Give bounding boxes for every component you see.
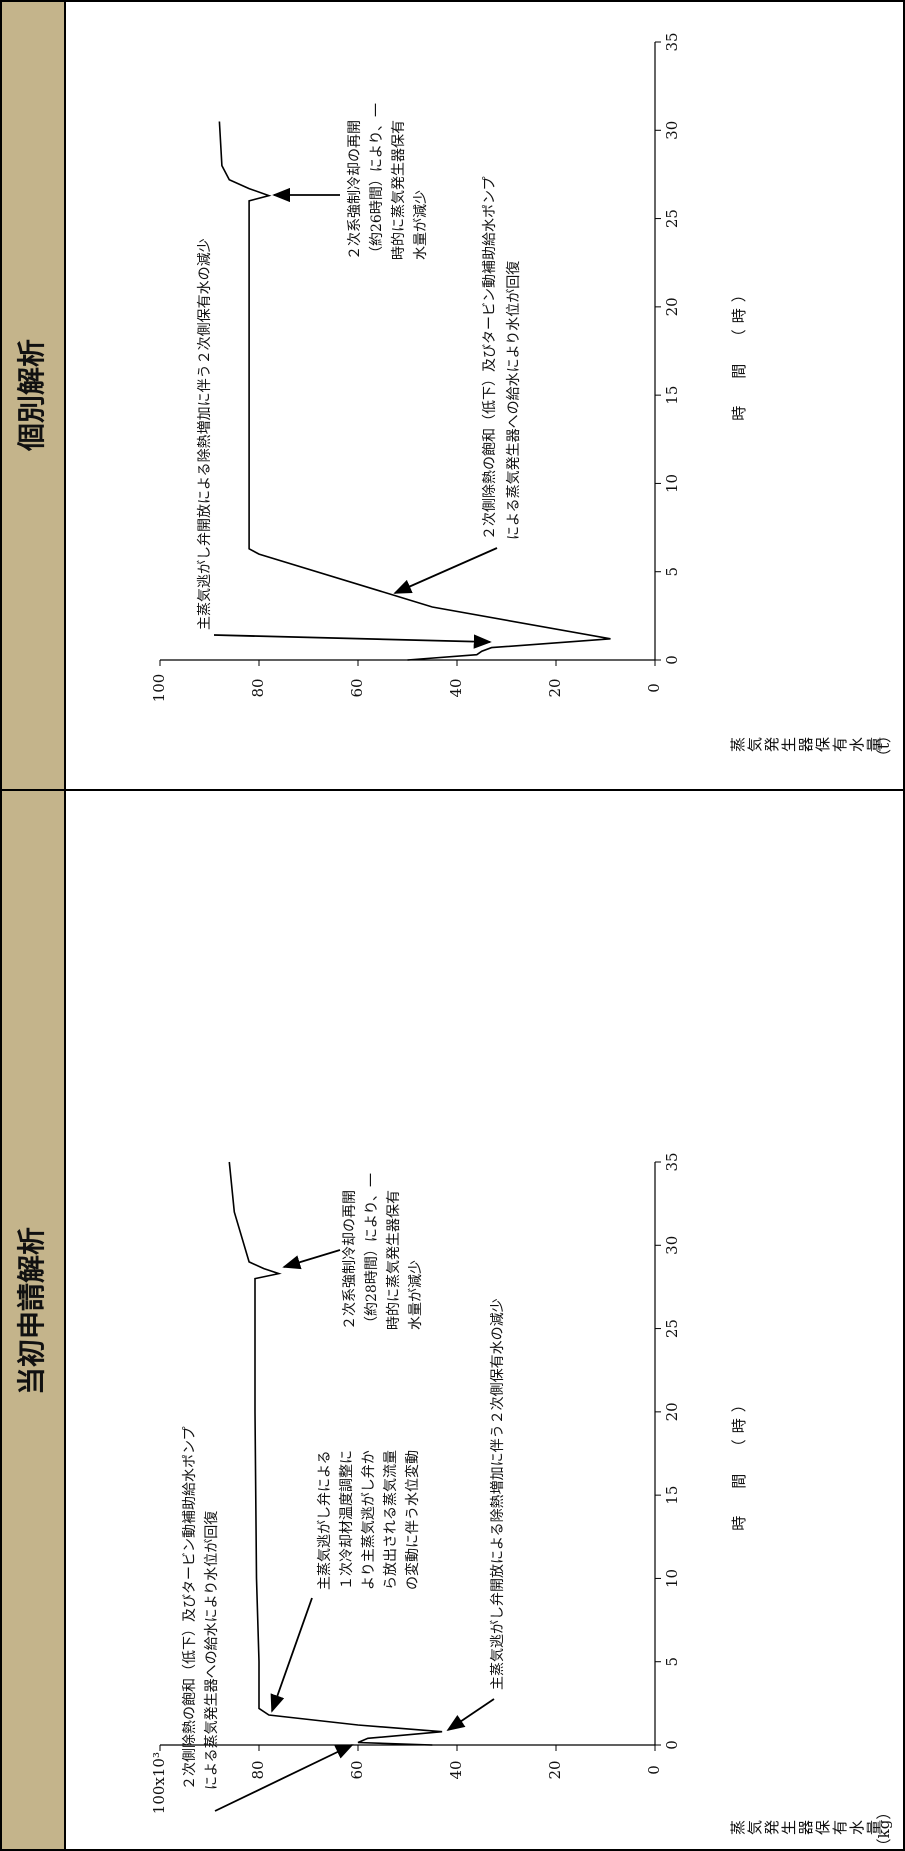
x-axis-title: 時 間 （時） — [730, 1391, 748, 1531]
annotation: 主蒸気逃がし弁による — [317, 1450, 333, 1590]
y-axis-title: 蒸気発生器保有水量 — [730, 1819, 883, 1837]
y-axis-unit: （kg） — [875, 1805, 893, 1851]
annotation: 主蒸気逃がし弁開放による除熱増加に伴う２次側保有水の減少 — [196, 238, 213, 630]
annotation-arrow — [214, 1744, 354, 1812]
y-tick-label: 80 — [249, 678, 267, 697]
annotation: ら放出される蒸気流量 — [383, 1450, 399, 1590]
annotation: ２次系強制冷却の再開 — [347, 120, 363, 260]
data-line — [228, 1161, 443, 1746]
x-tick-label: 30 — [663, 121, 681, 140]
annotation: 水量が減少 — [407, 1260, 424, 1330]
x-tick-label: 10 — [663, 474, 681, 493]
annotation: 時的に蒸気発生器保有 — [386, 1190, 402, 1330]
annotation: １次冷却材温度調整に — [339, 1450, 355, 1590]
annotation: （約28時間）により、一 — [364, 1173, 380, 1330]
y-tick-label: 40 — [447, 1760, 465, 1779]
annotation-arrow — [270, 1597, 313, 1713]
annotation: より主蒸気逃がし弁か — [361, 1450, 377, 1590]
annotation: ２次側除熱の飽和（低下）及びタービン動補助給水ポンプ — [181, 1426, 198, 1790]
y-axis-unit: （t） — [875, 728, 893, 764]
y-tick-label: 20 — [546, 1760, 564, 1779]
annotation: （約26時間）により、一 — [369, 103, 385, 260]
x-tick-label: 20 — [663, 297, 681, 316]
x-tick-label: 25 — [663, 1319, 681, 1338]
y-tick-label: 60 — [348, 1760, 366, 1779]
annotation-arrow — [213, 634, 492, 649]
x-tick-label: 15 — [663, 386, 681, 405]
y-tick-label: 40 — [447, 678, 465, 697]
annotation: による蒸気発生器への給水により水位が回復 — [505, 261, 522, 540]
panel-title: 当初申請解析 — [15, 1227, 48, 1395]
annotation: 時的に蒸気発生器保有 — [391, 120, 407, 260]
y-tick-label: 100x10³ — [150, 1752, 168, 1814]
y-tick-label: 20 — [546, 678, 564, 697]
annotation-arrow — [393, 547, 498, 594]
x-tick-label: 0 — [663, 655, 681, 665]
y-tick-label: 60 — [348, 678, 366, 697]
x-tick-label: 5 — [663, 567, 681, 577]
annotation-arrow — [446, 1698, 495, 1732]
annotation-arrow — [282, 1249, 341, 1270]
annotation: 水量が減少 — [412, 190, 429, 260]
data-line — [218, 121, 611, 661]
x-tick-label: 0 — [663, 1740, 681, 1750]
y-axis-title: 蒸気発生器保有水量 — [730, 736, 883, 754]
panel-title: 個別解析 — [15, 339, 48, 452]
annotation: 主蒸気逃がし弁開放による除熱増加に伴う２次側保有水の減少 — [489, 1298, 506, 1690]
y-tick-label: 0 — [645, 1765, 663, 1775]
y-tick-label: 100 — [150, 674, 168, 703]
x-tick-label: 15 — [663, 1486, 681, 1505]
x-tick-label: 5 — [663, 1657, 681, 1667]
annotation: ２次系強制冷却の再開 — [342, 1190, 358, 1330]
annotation: による蒸気発生器への給水により水位が回復 — [203, 1511, 220, 1790]
x-tick-label: 35 — [663, 32, 681, 51]
x-tick-label: 30 — [663, 1236, 681, 1255]
x-tick-label: 35 — [663, 1152, 681, 1171]
y-tick-label: 0 — [645, 683, 663, 693]
annotation: の変動に伴う水位変動 — [404, 1450, 421, 1590]
x-axis-title: 時 間 （時） — [730, 281, 748, 421]
y-tick-label: 80 — [249, 1760, 267, 1779]
header-band — [0, 0, 65, 1851]
annotation: ２次側除熱の飽和（低下）及びタービン動補助給水ポンプ — [481, 176, 498, 540]
x-tick-label: 25 — [663, 209, 681, 228]
x-tick-label: 20 — [663, 1402, 681, 1421]
x-tick-label: 10 — [663, 1569, 681, 1588]
